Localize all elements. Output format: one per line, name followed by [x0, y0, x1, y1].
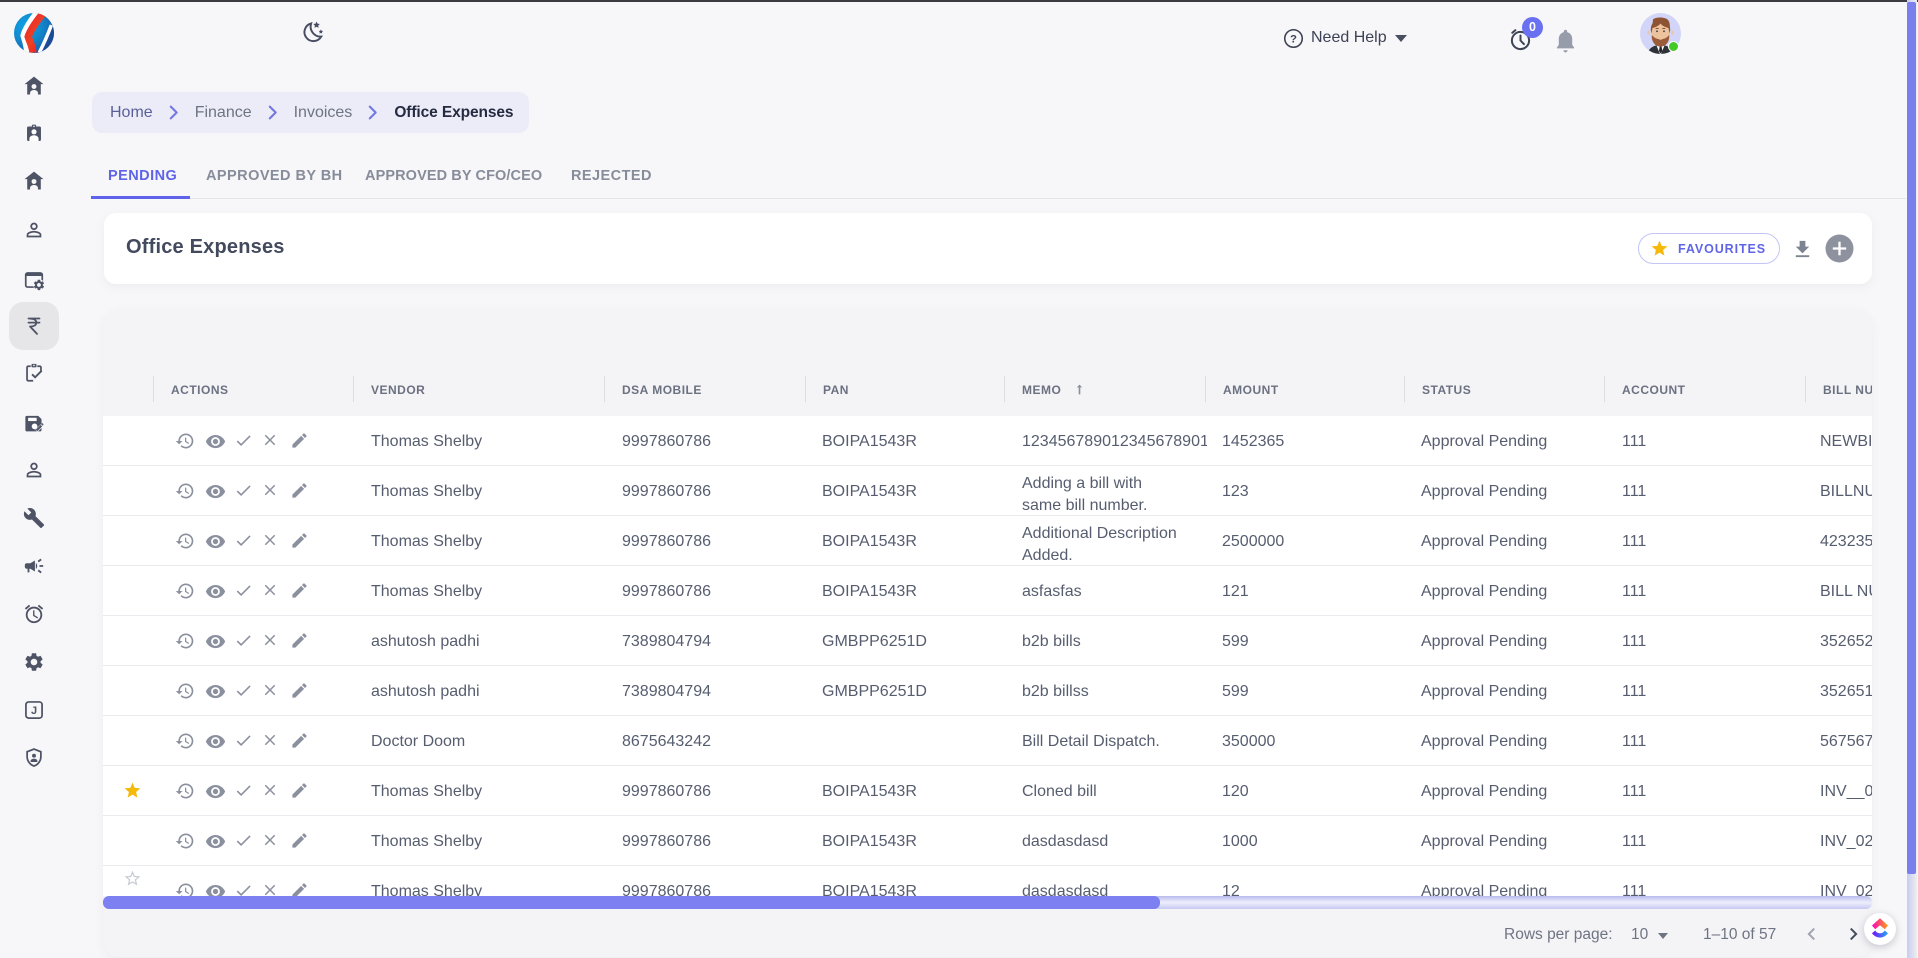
svg-text:?: ?: [1290, 33, 1297, 45]
svg-text:J: J: [31, 705, 37, 717]
